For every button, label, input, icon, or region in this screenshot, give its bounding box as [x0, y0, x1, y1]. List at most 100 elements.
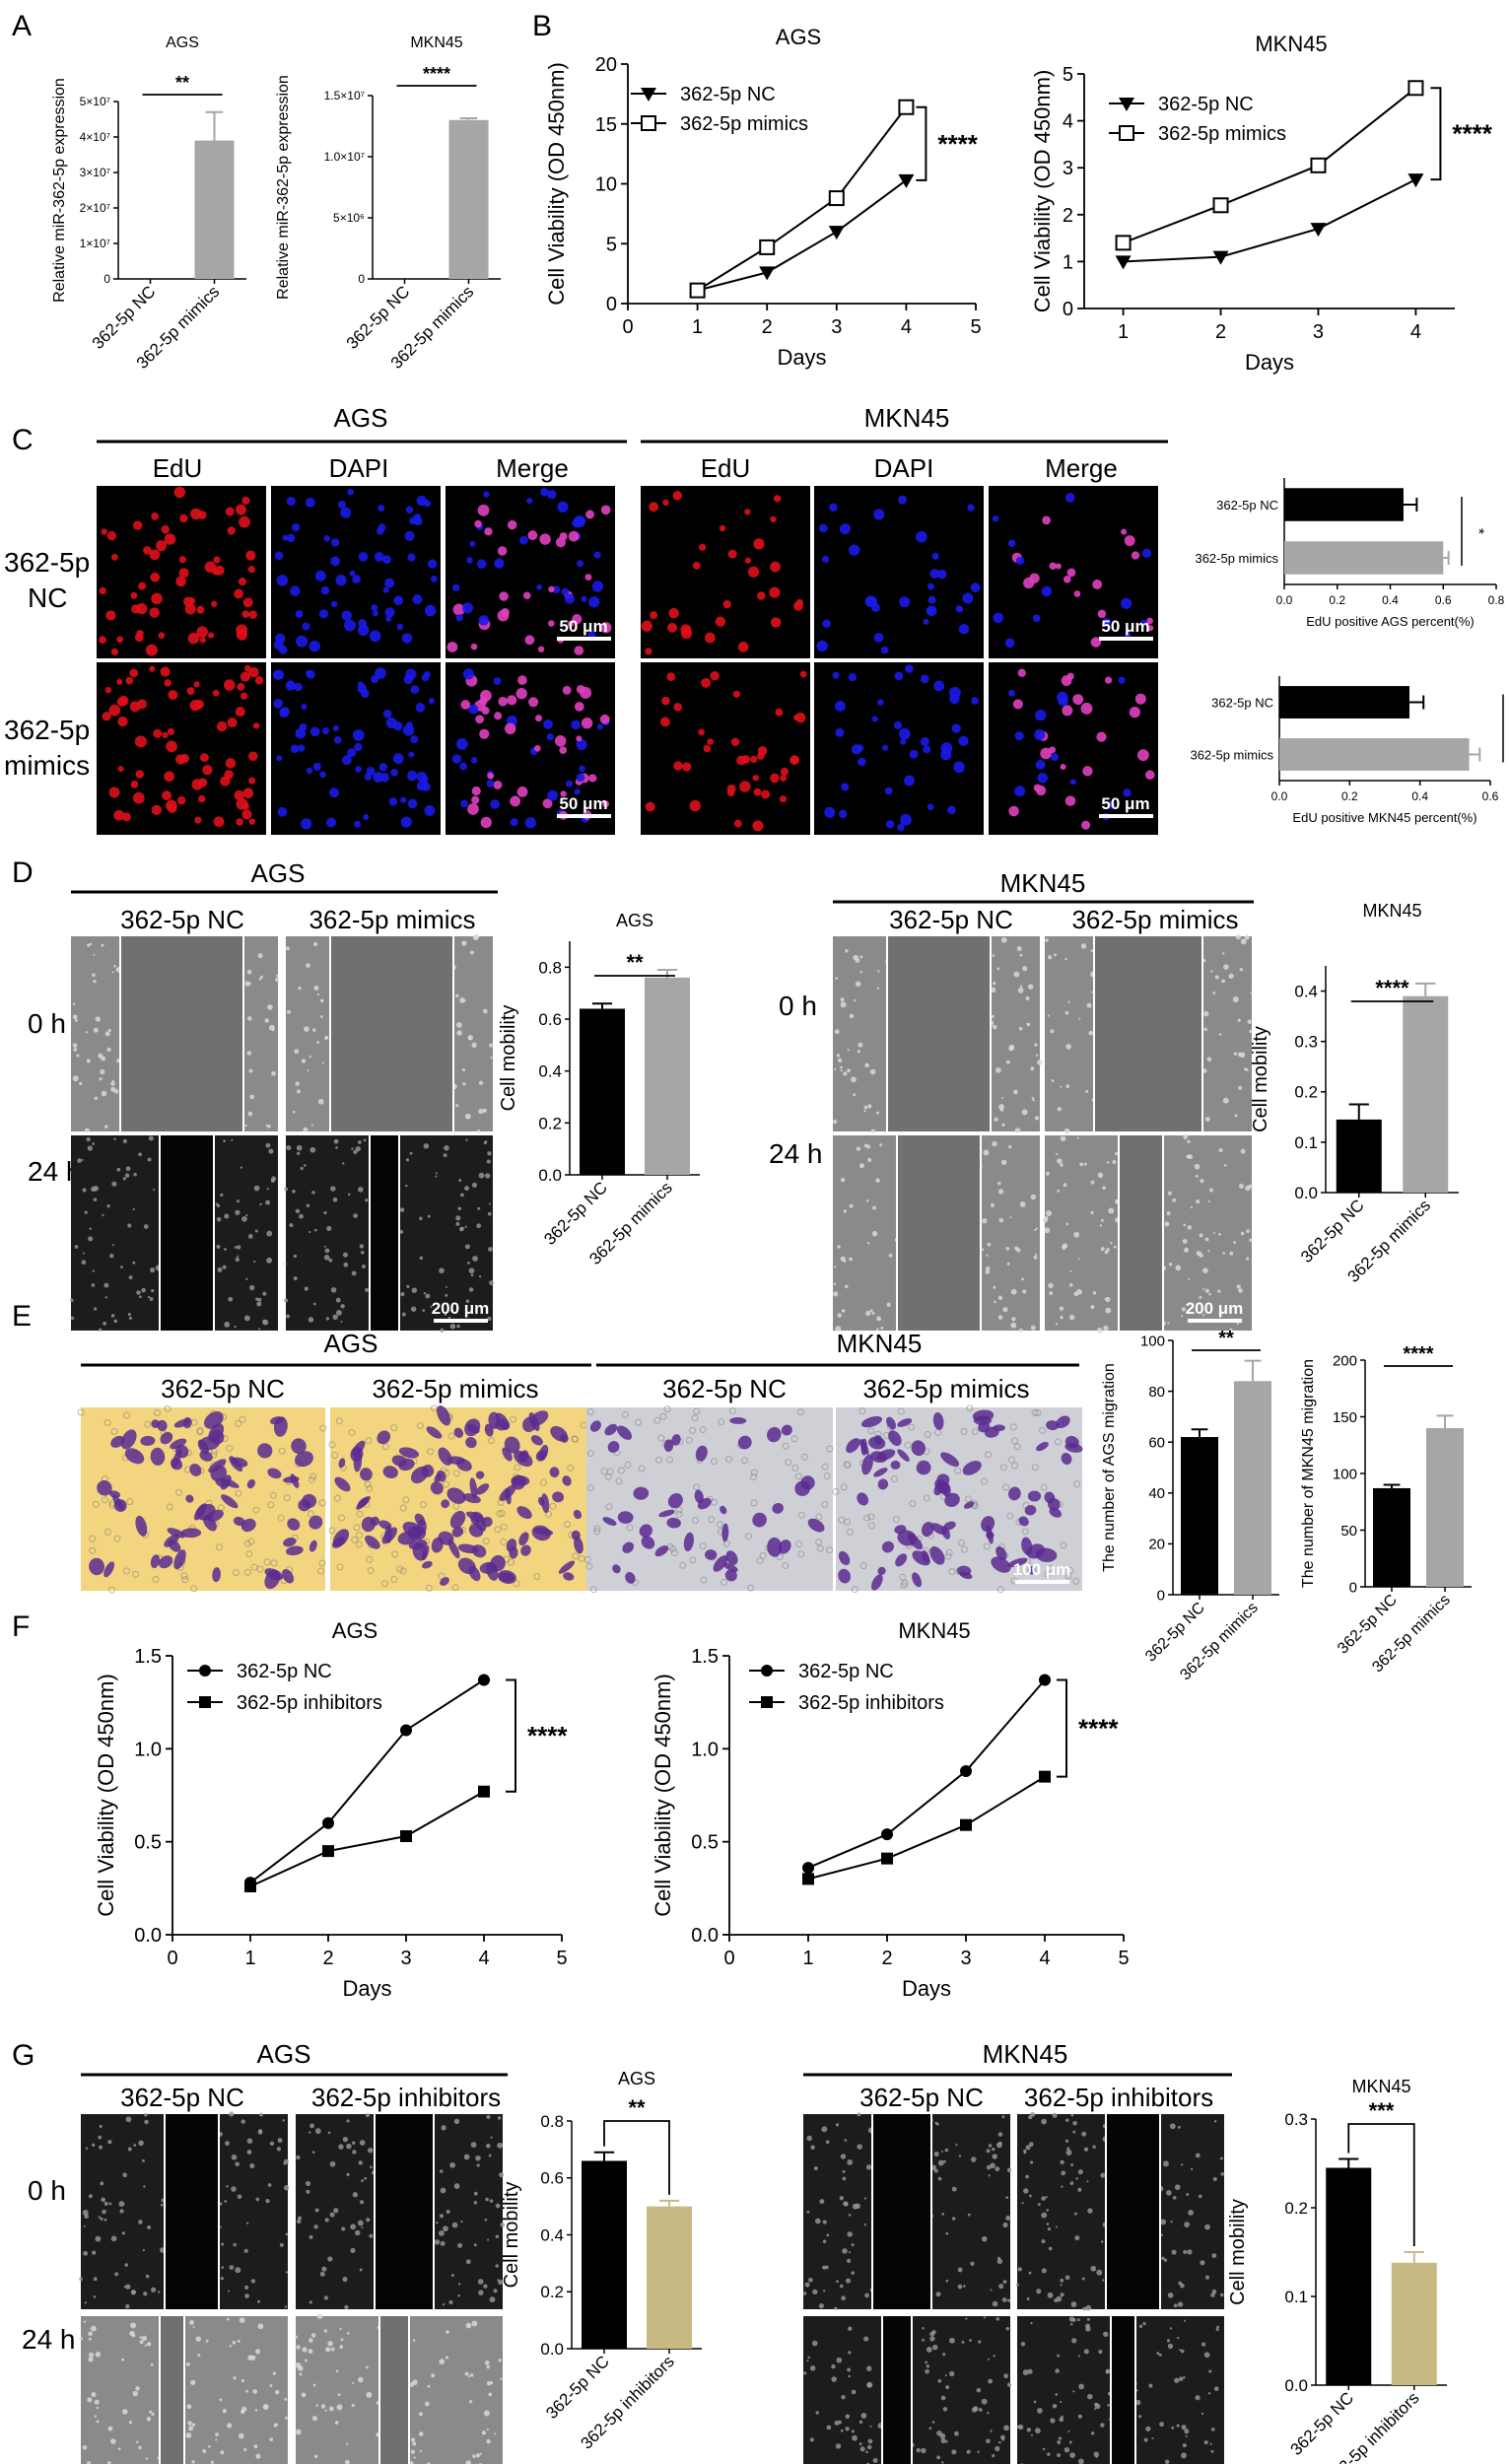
cell	[138, 2220, 143, 2224]
significance-stars: ****	[423, 64, 450, 84]
nucleus	[540, 488, 549, 497]
pore	[1011, 1462, 1019, 1470]
cell	[139, 1295, 142, 1299]
cell	[463, 2154, 470, 2160]
x-tick-label: 0.6	[1482, 789, 1499, 803]
cell	[216, 1244, 221, 1249]
stained-cell	[475, 1483, 490, 1495]
cell	[252, 2389, 258, 2394]
cell	[1049, 1291, 1054, 1296]
x-category-label: 362-5p NC	[542, 2352, 613, 2423]
cell	[190, 2379, 196, 2385]
nucleus	[369, 630, 381, 643]
cell	[149, 1297, 154, 1301]
pore	[699, 1542, 707, 1550]
cell	[486, 2428, 489, 2430]
cell	[1178, 2281, 1183, 2286]
cell	[1187, 2249, 1193, 2255]
cell	[465, 2460, 471, 2464]
cell	[117, 2447, 121, 2451]
stained-cell	[995, 1545, 1007, 1560]
nucleus	[176, 795, 186, 805]
cell	[224, 1321, 231, 1328]
cell	[427, 1214, 431, 1218]
nucleus	[105, 610, 116, 621]
cell	[840, 2429, 844, 2432]
nucleus	[596, 723, 603, 730]
cell	[274, 2389, 280, 2395]
nucleus	[382, 586, 389, 593]
y-tick-label: 0.0	[540, 2340, 564, 2359]
nucleus	[744, 509, 751, 515]
cell	[478, 1108, 484, 1115]
c-ags-scale-bar: 50 μm	[557, 617, 611, 641]
marker-circle	[400, 1724, 412, 1737]
cell	[839, 1065, 843, 1069]
cell	[1098, 2350, 1103, 2355]
pore	[750, 1499, 758, 1507]
cell	[1195, 2395, 1201, 2401]
cell	[1213, 1232, 1216, 1235]
cell	[299, 2372, 303, 2376]
nucleus	[542, 798, 553, 809]
nucleus	[1023, 577, 1035, 589]
cell	[1092, 2145, 1096, 2150]
d-mkn-title: MKN45	[1000, 868, 1086, 898]
cell	[87, 1145, 93, 1151]
stained-cell	[365, 1535, 380, 1549]
nucleus	[775, 708, 784, 717]
nucleus	[340, 507, 352, 518]
pore	[549, 1502, 557, 1510]
significance-bracket	[1347, 2123, 1415, 2246]
stained-cell	[475, 1471, 485, 1479]
nucleus	[1123, 788, 1132, 797]
cell	[484, 1140, 488, 1143]
cell	[325, 2347, 331, 2353]
stained-cell	[110, 1435, 125, 1448]
pore	[1002, 1483, 1010, 1491]
nucleus	[196, 605, 205, 614]
nucleus	[599, 714, 610, 724]
cell	[1075, 2177, 1078, 2180]
cell	[487, 1316, 492, 1321]
cell	[1005, 2326, 1010, 2331]
cell	[1201, 2412, 1204, 2416]
cell	[258, 1328, 261, 1331]
pore	[741, 1457, 749, 1465]
nucleus	[136, 630, 144, 638]
cell	[475, 2155, 481, 2161]
cell	[92, 973, 96, 978]
cell	[1181, 1307, 1187, 1312]
nucleus	[699, 543, 707, 551]
cell	[1027, 2368, 1033, 2374]
cell	[461, 1067, 466, 1072]
cell	[859, 2446, 865, 2452]
nucleus	[1008, 689, 1015, 697]
nucleus	[1040, 747, 1052, 760]
cell	[228, 1296, 234, 1302]
x-tick-label: 0.0	[1276, 593, 1293, 607]
cell	[1172, 1198, 1177, 1202]
cell	[146, 2341, 152, 2347]
nucleus	[661, 696, 670, 706]
stained-cell	[574, 1536, 583, 1554]
pore	[756, 1557, 764, 1565]
nucleus	[248, 610, 257, 619]
nucleus	[1082, 766, 1093, 777]
cell	[357, 1140, 362, 1144]
stained-cell	[231, 1457, 248, 1468]
cell	[316, 992, 320, 996]
cell	[477, 2279, 484, 2285]
marker-square	[322, 1845, 334, 1858]
cell	[809, 2364, 816, 2371]
cell	[988, 2174, 991, 2177]
cell	[243, 2447, 247, 2452]
nucleus	[1064, 795, 1076, 806]
significance-stars: ****	[527, 1721, 568, 1750]
pore	[351, 1536, 359, 1543]
stained-cell	[378, 1520, 392, 1530]
stained-cell	[573, 1509, 583, 1520]
